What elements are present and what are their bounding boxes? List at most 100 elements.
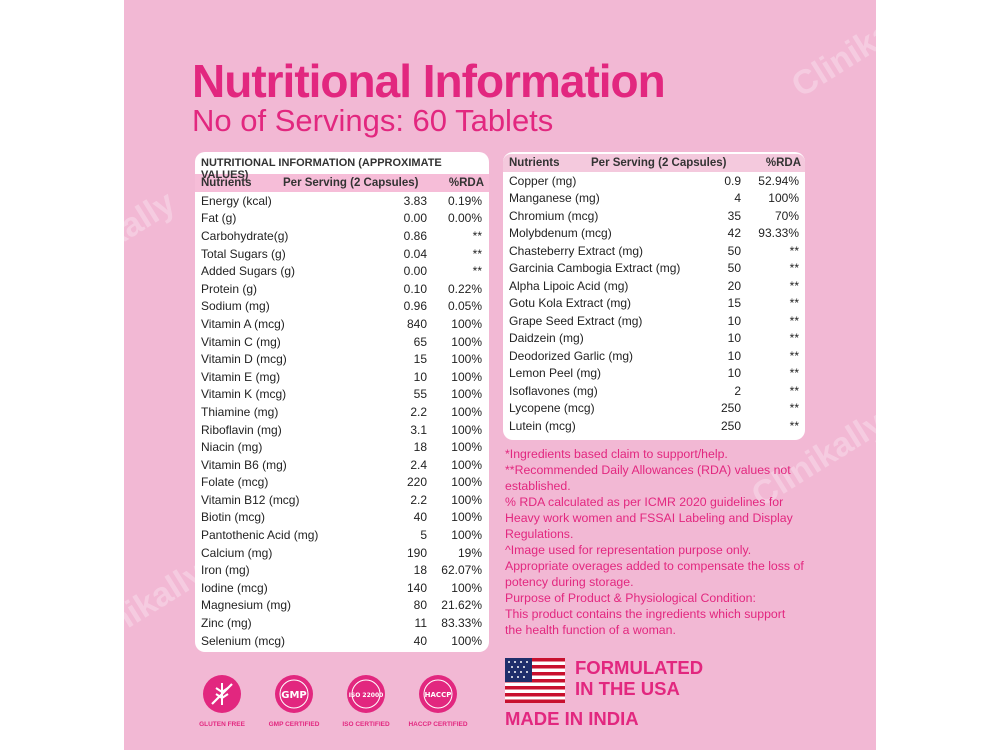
per-serving-value: 250 <box>720 418 741 433</box>
table-row: Molybdenum (mcg) 42 93.33% <box>503 225 805 243</box>
nutrient-name: Garcinia Cambogia Extract (mg) <box>509 261 681 276</box>
nutrient-name: Carbohydrate(g) <box>201 228 289 243</box>
gmp-badge: GMP GMP CERTIFIED <box>258 674 330 728</box>
footnote: This product contains the ingredients wh… <box>505 607 786 637</box>
made-in-text: MADE IN INDIA <box>505 708 639 729</box>
product-panel: Clinikally Clinikally Clinikally Clinika… <box>124 0 876 750</box>
table-row: Alpha Lipoic Acid (mg) 20 ** <box>503 277 805 295</box>
table-row: Grape Seed Extract (mg) 10 ** <box>503 312 805 330</box>
nutrient-name: Vitamin C (mg) <box>201 334 281 349</box>
nutrient-name: Chromium (mcg) <box>509 208 599 223</box>
nutrient-name: Vitamin A (mcg) <box>201 316 285 331</box>
table-row: Copper (mg) 0.9 52.94% <box>503 172 805 190</box>
rda-value: 19% <box>457 545 482 560</box>
nutrient-name: Folate (mcg) <box>201 475 269 490</box>
header-nutrients: Nutrients <box>509 157 560 169</box>
table-body: Copper (mg) 0.9 52.94% Manganese (mg) 4 100% C… <box>503 172 805 435</box>
per-serving-value: 10 <box>727 348 741 363</box>
per-serving-value: 35 <box>727 208 741 223</box>
per-serving-value: 10 <box>727 313 741 328</box>
nutrient-name: Iodine (mcg) <box>201 580 268 595</box>
rda-value: 100% <box>451 528 482 543</box>
table-row: Biotin (mcg) 40 100% <box>195 509 489 527</box>
per-serving-value: 190 <box>406 545 427 560</box>
formulated-text: FORMULATED IN THE USA <box>575 657 703 699</box>
nutrient-name: Riboflavin (mg) <box>201 422 282 437</box>
nutrition-table-card-2: Nutrients Per Serving (2 Capsules) %RDA … <box>503 152 805 440</box>
haccp-seal-icon: HACCP <box>419 675 457 713</box>
per-serving-value: 80 <box>413 598 427 613</box>
table-body: Energy (kcal) 3.83 0.19% Fat (g) 0.00 0.00% Ca… <box>195 192 489 649</box>
rda-value: 21.62% <box>441 598 482 613</box>
per-serving-value: 2 <box>734 383 741 398</box>
svg-text:GMP: GMP <box>281 690 307 701</box>
per-serving-value: 0.10 <box>403 281 427 296</box>
per-serving-value: 0.00 <box>403 211 427 226</box>
badge-label: GMP CERTIFIED <box>268 721 320 728</box>
table-row: Lycopene (mcg) 250 ** <box>503 400 805 418</box>
iso-badge: ISO 22000 ISO CERTIFIED <box>330 674 402 728</box>
per-serving-value: 10 <box>727 366 741 381</box>
table-row: Manganese (mg) 4 100% <box>503 190 805 208</box>
per-serving-value: 10 <box>727 331 741 346</box>
table-row: Magnesium (mg) 80 21.62% <box>195 597 489 615</box>
nutrient-name: Vitamin B6 (mg) <box>201 457 287 472</box>
table-row: Vitamin E (mg) 10 100% <box>195 368 489 386</box>
rda-value: 62.07% <box>441 563 482 578</box>
nutrient-name: Iron (mg) <box>201 563 250 578</box>
servings-subtitle: No of Servings: 60 Tablets <box>192 103 554 138</box>
badge-label: HACCP CERTIFIED <box>408 721 468 728</box>
table-row: Zinc (mg) 11 83.33% <box>195 614 489 632</box>
per-serving-value: 3.1 <box>410 422 427 437</box>
header-rda: %RDA <box>765 157 801 169</box>
nutrient-name: Chasteberry Extract (mg) <box>509 243 644 258</box>
per-serving-value: 0.9 <box>724 173 741 188</box>
nutrient-name: Deodorized Garlic (mg) <box>509 348 634 363</box>
table-row: Added Sugars (g) 0.00 ** <box>195 262 489 280</box>
nutrient-name: Grape Seed Extract (mg) <box>509 313 643 328</box>
rda-value: 100% <box>451 369 482 384</box>
iso-seal-icon: ISO 22000 <box>347 675 385 713</box>
rda-value: 100% <box>451 316 482 331</box>
rda-value: 100% <box>451 422 482 437</box>
per-serving-value: 0.86 <box>403 228 427 243</box>
table-title: NUTRITIONAL INFORMATION (APPROXIMATE VAL… <box>201 157 442 181</box>
header-nutrients: Nutrients <box>201 177 252 189</box>
nutrient-name: Vitamin E (mg) <box>201 369 281 384</box>
nutrient-name: Sodium (mg) <box>201 299 270 314</box>
table-row: Folate (mcg) 220 100% <box>195 474 489 492</box>
table-header: Nutrients Per Serving (2 Capsules) %RDA <box>195 174 489 192</box>
table-row: Lutein (mcg) 250 ** <box>503 417 805 435</box>
svg-text:HACCP: HACCP <box>425 691 452 699</box>
rda-value: ** <box>789 401 799 416</box>
per-serving-value: 55 <box>413 387 427 402</box>
per-serving-value: 15 <box>413 352 427 367</box>
header-per-serving: Per Serving (2 Capsules) <box>591 157 727 169</box>
per-serving-value: 50 <box>727 261 741 276</box>
nutrient-name: Total Sugars (g) <box>201 246 286 261</box>
rda-value: 100% <box>451 387 482 402</box>
table-row: Protein (g) 0.10 0.22% <box>195 280 489 298</box>
nutrient-name: Isoflavones (mg) <box>509 383 598 398</box>
table-row: Vitamin D (mcg) 15 100% <box>195 350 489 368</box>
nutrition-table-card: NUTRITIONAL INFORMATION (APPROXIMATE VAL… <box>195 152 489 652</box>
rda-value: 70% <box>774 208 799 223</box>
table-row: Vitamin A (mcg) 840 100% <box>195 315 489 333</box>
rda-value: ** <box>789 296 799 311</box>
page-title: Nutritional Information <box>192 55 666 107</box>
per-serving-value: 40 <box>413 633 427 648</box>
nutrient-name: Niacin (mg) <box>201 440 263 455</box>
per-serving-value: 42 <box>727 226 741 241</box>
table-row: Iron (mg) 18 62.07% <box>195 561 489 579</box>
table-row: Vitamin C (mg) 65 100% <box>195 333 489 351</box>
table-row: Thiamine (mg) 2.2 100% <box>195 403 489 421</box>
nutrient-name: Selenium (mcg) <box>201 633 286 648</box>
nutrient-name: Added Sugars (g) <box>201 264 296 279</box>
rda-value: 93.33% <box>758 226 799 241</box>
nutrient-name: Protein (g) <box>201 281 258 296</box>
per-serving-value: 0.04 <box>403 246 427 261</box>
gluten-free-icon <box>203 675 241 713</box>
rda-value: 100% <box>451 580 482 595</box>
per-serving-value: 0.96 <box>403 299 427 314</box>
per-serving-value: 4 <box>734 191 741 206</box>
